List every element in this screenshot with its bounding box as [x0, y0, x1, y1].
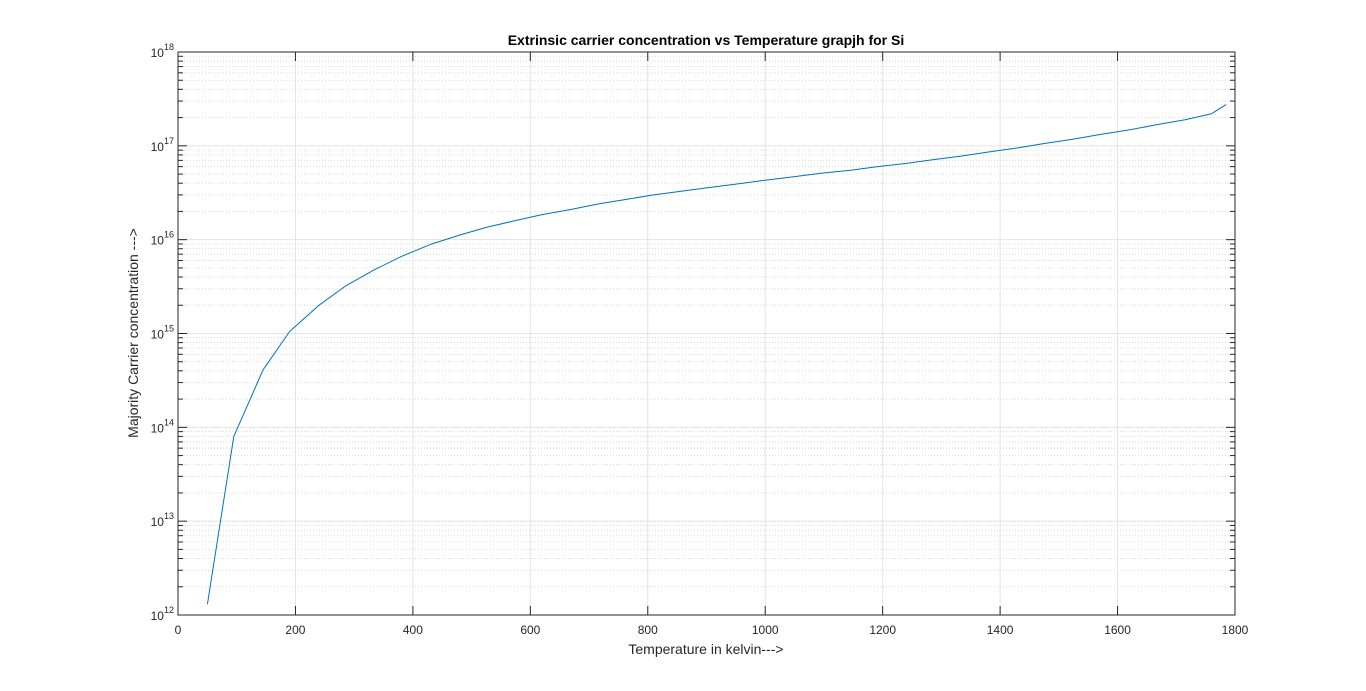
- y-tick-label: 1013: [151, 511, 174, 529]
- y-tick-label: 1015: [151, 324, 174, 342]
- x-tick-label: 1800: [1222, 623, 1249, 637]
- y-tick-labels: 1012 1013 1014 1015 1016 1017 1018: [151, 42, 174, 623]
- series-layer: [206, 104, 1227, 605]
- y-tick-label: 1016: [151, 230, 174, 248]
- x-tick-label: 0: [175, 623, 182, 637]
- ticks: [177, 51, 1236, 616]
- chart-title: Extrinsic carrier concentration vs Tempe…: [508, 32, 905, 48]
- x-tick-labels: 0 200 400 600 800 1000 1200 1400 1600 1800: [175, 623, 1249, 637]
- minor-grid: [178, 55, 1235, 588]
- x-tick-label: 1600: [1104, 623, 1131, 637]
- x-tick-label: 200: [285, 623, 305, 637]
- series-line: [206, 104, 1227, 605]
- y-tick-label: 1012: [151, 605, 174, 623]
- y-tick-label: 1014: [151, 417, 174, 435]
- x-tick-label: 600: [520, 623, 540, 637]
- x-tick-label: 1200: [869, 623, 896, 637]
- y-tick-label: 1017: [151, 136, 174, 154]
- x-tick-label: 1400: [987, 623, 1014, 637]
- plot-area: [177, 51, 1236, 616]
- x-axis-label: Temperature in kelvin--->: [628, 641, 783, 657]
- x-tick-label: 800: [638, 623, 658, 637]
- x-tick-label: 400: [403, 623, 423, 637]
- y-axis-label: Majority Carrier concentration --->: [125, 228, 141, 438]
- y-tick-label: 1018: [151, 42, 174, 60]
- x-tick-label: 1000: [752, 623, 779, 637]
